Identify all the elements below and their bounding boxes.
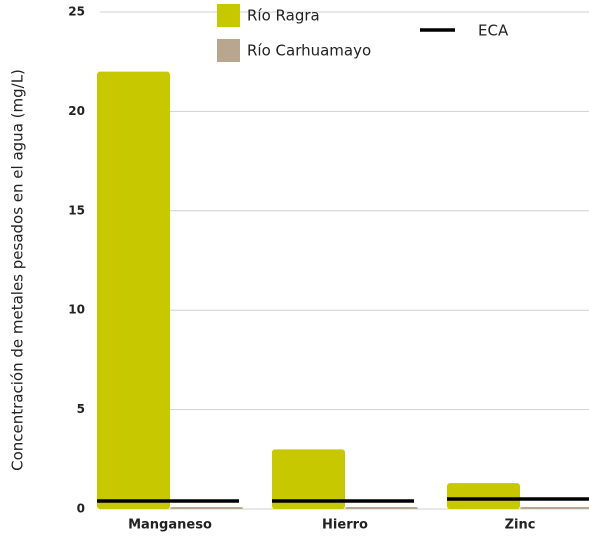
bar (345, 507, 418, 509)
x-tick-label: Hierro (322, 518, 368, 533)
y-tick-label: 0 (77, 502, 85, 516)
x-tick-label: Zinc (505, 518, 536, 533)
y-tick-label: 15 (68, 203, 85, 217)
bar (97, 71, 170, 509)
y-tick-label: 5 (77, 402, 85, 416)
y-axis-label: Concentración de metales pesados en el a… (9, 69, 27, 471)
legend-label: Río Carhuamayo (247, 42, 371, 60)
legend-swatch (217, 4, 240, 27)
y-tick-label: 25 (68, 5, 85, 19)
bar (447, 483, 520, 509)
y-tick-label: 10 (68, 303, 85, 317)
x-tick-label: Manganeso (128, 518, 212, 533)
legend-label: ECA (478, 22, 509, 40)
y-tick-label: 20 (68, 104, 85, 118)
bar (520, 507, 589, 509)
bar (170, 507, 243, 509)
legend-swatch (217, 39, 240, 62)
legend-label: Río Ragra (247, 7, 320, 25)
bar (272, 449, 345, 509)
